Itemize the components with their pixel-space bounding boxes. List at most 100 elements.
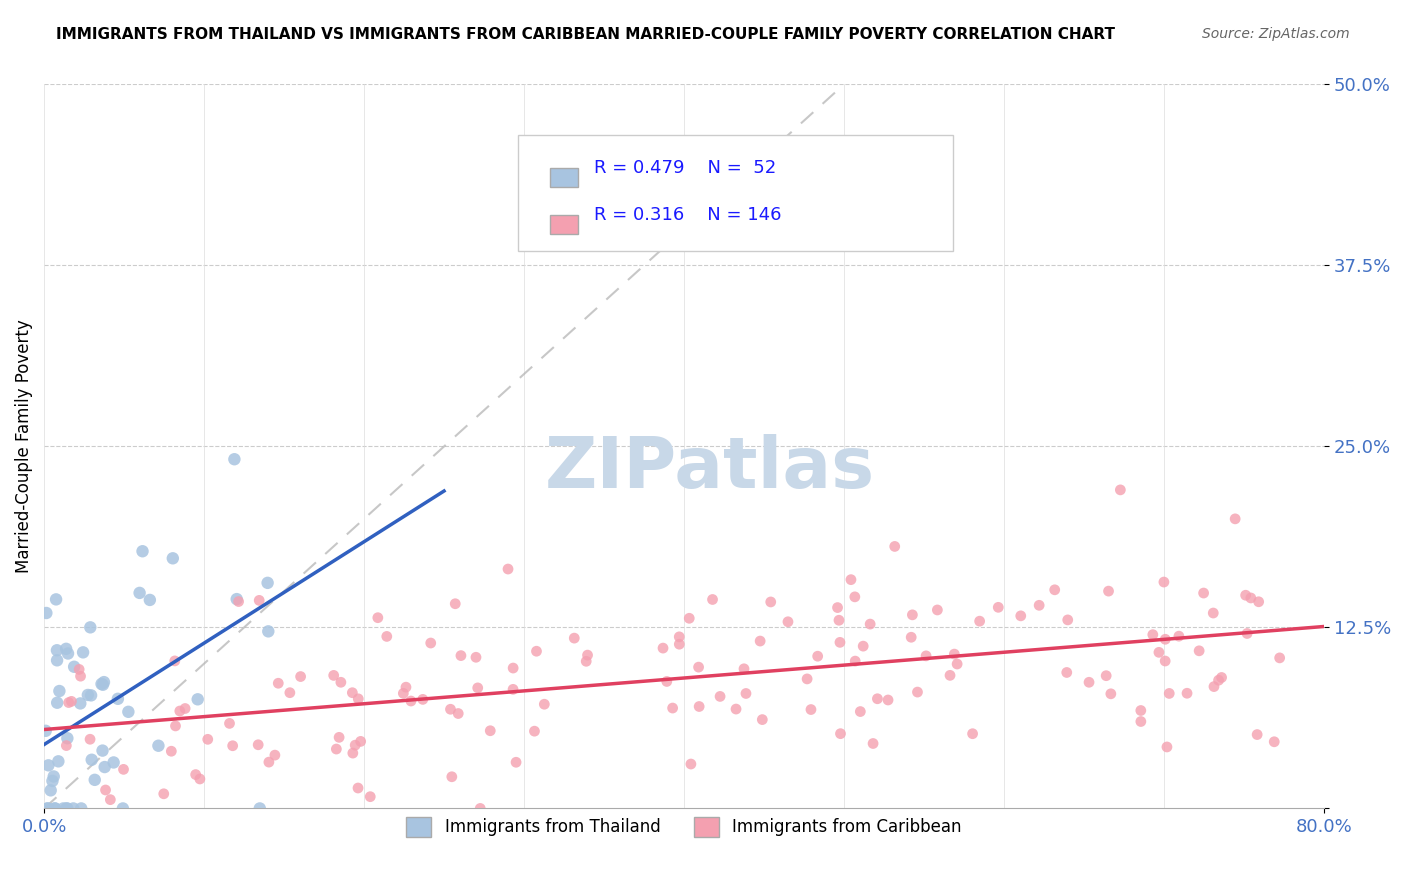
Point [575,654,598,668]
Text: R = 0.316    N = 146: R = 0.316 N = 146 [595,206,782,224]
Point [655,674,678,689]
Point [98,792,121,806]
Point [56,647,79,661]
Point [502,661,524,675]
Point [962,727,984,741]
Y-axis label: Married-Couple Family Poverty: Married-Couple Family Poverty [15,319,32,574]
Point [42,769,65,783]
Point [1156,739,1178,754]
Point [444,597,467,611]
Point [342,746,364,760]
Point [533,697,555,711]
Point [969,614,991,628]
Point [776,615,799,629]
Point [735,686,758,700]
Point [679,757,702,772]
Point [37,801,59,815]
Point [844,590,866,604]
Point [55,801,77,815]
Point [1099,687,1122,701]
Point [733,662,755,676]
Point [1109,483,1132,497]
Point [688,660,710,674]
Point [1129,704,1152,718]
Point [162,551,184,566]
Point [943,647,966,661]
Point [184,767,207,781]
Point [69,697,91,711]
Point [69,669,91,683]
Point [807,649,830,664]
Point [55,739,77,753]
Point [1192,586,1215,600]
Point [35,606,58,620]
Point [1175,686,1198,700]
Point [91,743,114,757]
FancyBboxPatch shape [550,168,578,187]
Point [52,801,75,815]
Point [412,692,434,706]
Point [749,634,772,648]
Point [1159,686,1181,700]
Point [839,573,862,587]
Point [505,756,527,770]
Point [470,801,492,815]
Point [844,654,866,668]
Point [322,668,344,682]
Point [1097,584,1119,599]
Point [221,739,243,753]
Point [1056,613,1078,627]
Point [946,657,969,671]
Point [927,603,949,617]
Point [48,684,70,698]
Point [35,723,58,738]
Point [325,742,347,756]
Point [751,713,773,727]
Point [347,691,370,706]
Point [342,686,364,700]
Point [901,607,924,622]
Point [419,636,441,650]
Point [915,648,938,663]
Point [76,688,98,702]
Point [724,702,747,716]
Point [668,637,690,651]
Point [94,783,117,797]
Point [103,756,125,770]
Point [900,630,922,644]
Point [1167,629,1189,643]
Point [688,699,710,714]
Point [44,801,66,815]
Point [128,586,150,600]
Point [1043,582,1066,597]
Point [174,701,197,715]
Point [1268,651,1291,665]
Point [759,595,782,609]
Point [852,639,875,653]
Point [257,755,280,769]
Point [278,686,301,700]
Point [796,672,818,686]
Point [55,641,77,656]
Point [800,702,823,716]
Point [1154,654,1177,668]
Point [58,696,80,710]
Point [1153,575,1175,590]
Point [256,575,278,590]
Point [62,801,84,815]
Point [46,653,69,667]
Point [67,662,90,676]
Point [93,675,115,690]
Point [290,669,312,683]
Point [467,681,489,695]
Point [883,540,905,554]
Point [1240,591,1263,605]
Legend: Immigrants from Thailand, Immigrants from Caribbean: Immigrants from Thailand, Immigrants fro… [399,810,969,844]
Point [224,452,246,467]
Point [1028,599,1050,613]
Point [987,600,1010,615]
Point [91,678,114,692]
Point [48,755,70,769]
Point [37,758,59,772]
Point [439,702,461,716]
